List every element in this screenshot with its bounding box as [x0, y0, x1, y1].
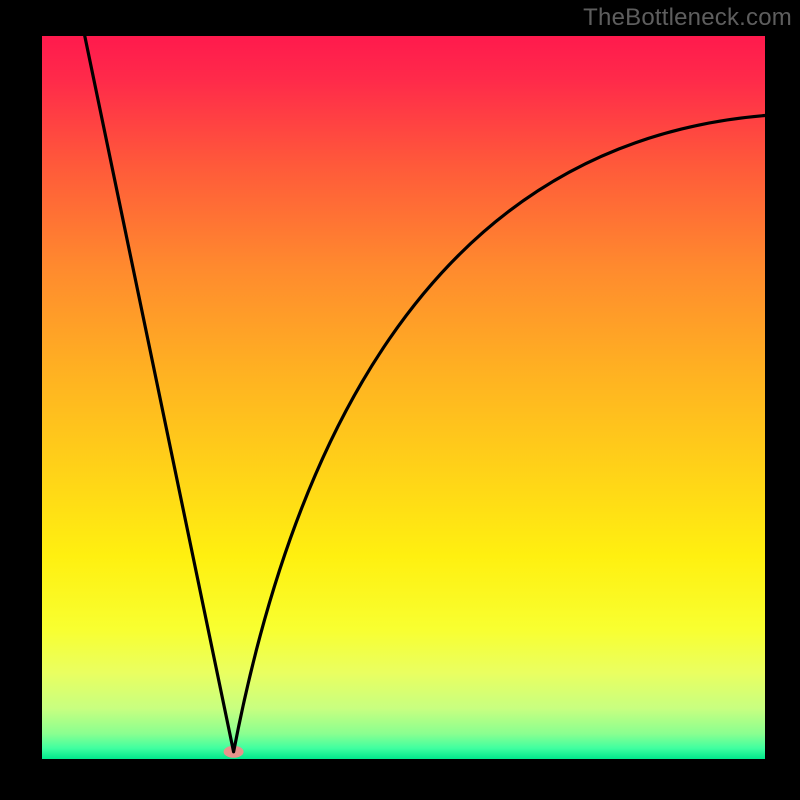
- chart-frame: { "watermark": { "text": "TheBottleneck.…: [0, 0, 800, 800]
- watermark-text: TheBottleneck.com: [583, 4, 792, 32]
- plot-background-gradient: [42, 36, 765, 759]
- bottleneck-chart: [0, 0, 800, 800]
